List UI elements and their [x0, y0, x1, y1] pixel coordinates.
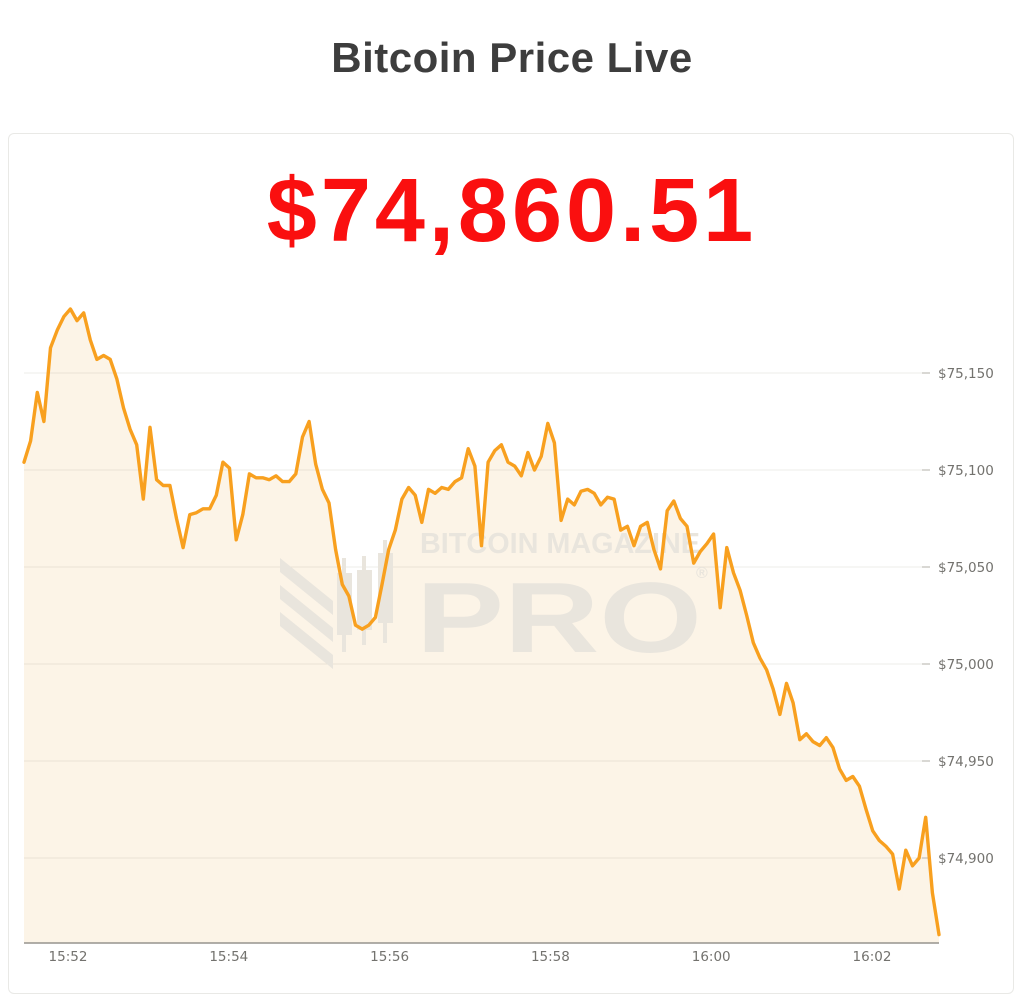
y-axis-label: $75,100: [938, 463, 994, 479]
x-axis-label: 16:00: [692, 949, 731, 965]
y-axis-label: $75,050: [938, 560, 994, 576]
x-axis-label: 15:52: [49, 949, 88, 965]
bitcoin-magazine-pro-logo-icon: [280, 540, 393, 669]
x-axis-labels: 15:52 15:54 15:56 15:58 16:00 16:02: [49, 949, 892, 965]
current-price: $74,860.51: [266, 161, 758, 261]
watermark-registered-mark: ®: [696, 565, 708, 582]
chart-gridlines: [24, 372, 930, 859]
x-axis-label: 15:56: [370, 949, 409, 965]
x-axis-label: 16:02: [853, 949, 892, 965]
price-line-series: [22, 307, 941, 937]
price-area-fill: [24, 309, 939, 943]
y-axis-labels: $75,150 $75,100 $75,050 $75,000 $74,950 $74,9…: [938, 366, 994, 867]
watermark: BITCOIN MAGAZINE ® PRO: [280, 528, 708, 674]
page-title: Bitcoin Price Live: [331, 34, 693, 81]
y-axis-label: $75,150: [938, 366, 994, 382]
y-axis-label: $74,950: [938, 754, 994, 770]
y-axis-label: $74,900: [938, 851, 994, 867]
x-axis-label: 15:54: [209, 949, 248, 965]
watermark-pro-text: PRO: [416, 562, 702, 674]
watermark-brand-text: BITCOIN MAGAZINE: [420, 528, 700, 560]
y-axis-label: $75,000: [938, 657, 994, 673]
x-axis-label: 15:58: [531, 949, 570, 965]
